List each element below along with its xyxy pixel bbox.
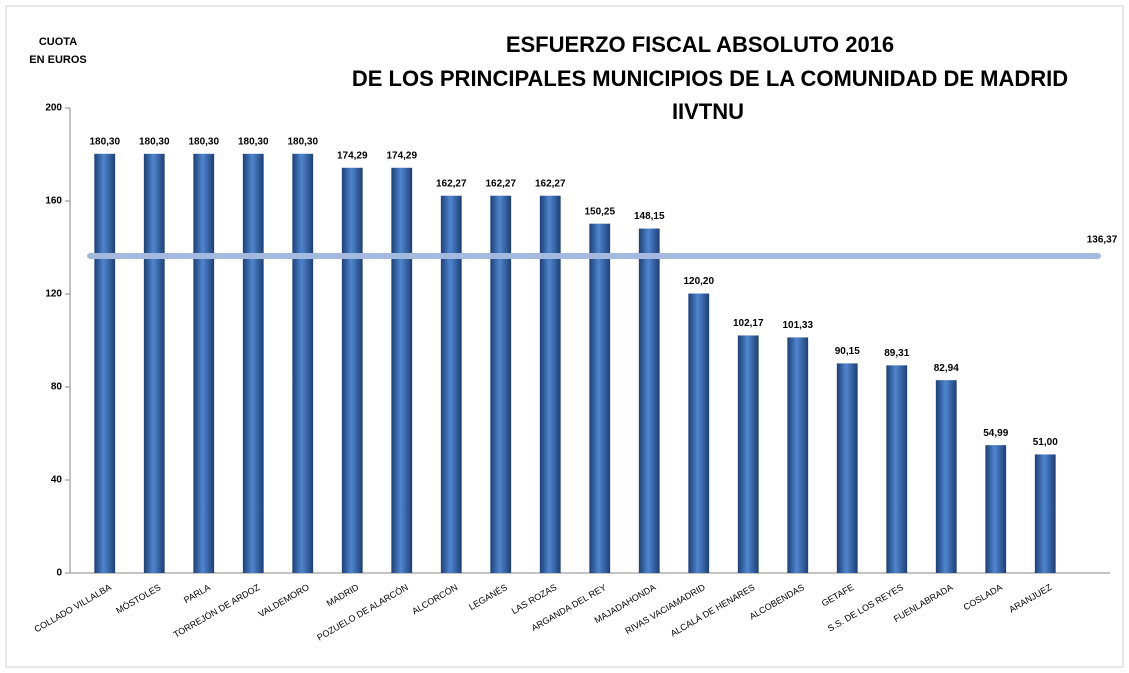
value-label: 54,99 (983, 428, 1008, 439)
value-label: 89,31 (884, 348, 909, 359)
bar (341, 167, 363, 573)
x-tick-label: PARLA (182, 582, 212, 605)
value-label: 162,27 (535, 178, 566, 189)
bar (638, 228, 660, 573)
chart-title: IIVTNU (672, 99, 744, 124)
bar (143, 153, 165, 574)
bar (193, 153, 215, 574)
x-tick-label: MADRID (325, 582, 361, 609)
value-label: 180,30 (238, 136, 269, 147)
x-tick-label: POZUELO DE ALARCÓN (315, 582, 410, 642)
bar (292, 153, 314, 574)
average-label: 136,37 (1087, 235, 1118, 246)
bar (94, 153, 116, 574)
bar (1034, 454, 1056, 573)
value-label: 174,29 (337, 150, 368, 161)
x-tick-label: VALDEMORO (257, 582, 311, 619)
x-tick-label: COLLADO VILLALBA (33, 582, 113, 634)
bar (688, 293, 710, 573)
x-tick-label: ALCALÁ DE HENARES (669, 582, 757, 638)
value-label: 101,33 (782, 320, 813, 331)
bar (391, 167, 413, 573)
value-label: 51,00 (1033, 437, 1058, 448)
value-label: 150,25 (584, 206, 615, 217)
y-tick-label: 0 (56, 568, 62, 579)
bar (886, 365, 908, 573)
bar (539, 195, 561, 574)
bar (242, 153, 264, 574)
y-tick-label: 160 (45, 196, 62, 207)
value-label: 90,15 (835, 346, 860, 357)
bar (985, 445, 1007, 573)
x-tick-label: ALCORCÓN (410, 582, 459, 616)
value-label: 102,17 (733, 318, 764, 329)
chart-title: DE LOS PRINCIPALES MUNICIPIOS DE LA COMU… (352, 66, 1068, 91)
bar (490, 195, 512, 574)
x-tick-label: TORREJÓN DE ARDOZ (172, 582, 262, 640)
bar (935, 380, 957, 573)
value-label: 180,30 (139, 136, 170, 147)
y-axis-label: CUOTA (39, 36, 77, 48)
bar (440, 195, 462, 574)
x-tick-label: COSLADA (962, 582, 1004, 612)
value-label: 180,30 (89, 136, 120, 147)
value-label: 162,27 (436, 178, 467, 189)
x-tick-label: GETAFE (820, 582, 856, 608)
x-tick-label: MÓSTOLES (114, 582, 162, 616)
value-label: 162,27 (485, 178, 516, 189)
bar (589, 223, 611, 573)
chart-border (5, 5, 1124, 668)
value-label: 180,30 (287, 136, 318, 147)
y-tick-label: 200 (45, 103, 62, 114)
bar (737, 335, 759, 573)
bar (836, 363, 858, 573)
x-tick-label: ARANJUEZ (1007, 582, 1054, 615)
x-tick-label: RIVAS VACIAMADRID (623, 582, 707, 636)
y-tick-label: 120 (45, 289, 62, 300)
value-label: 180,30 (188, 136, 219, 147)
value-label: 82,94 (934, 363, 959, 374)
chart-title: ESFUERZO FISCAL ABSOLUTO 2016 (506, 32, 894, 57)
x-tick-label: LEGANÉS (467, 582, 509, 612)
value-label: 148,15 (634, 211, 665, 222)
value-label: 120,20 (683, 276, 714, 287)
y-tick-label: 40 (51, 475, 63, 486)
y-tick-label: 80 (51, 382, 63, 393)
bar (787, 337, 809, 573)
value-label: 174,29 (386, 150, 417, 161)
x-tick-label: ALCOBENDAS (748, 582, 806, 621)
y-axis-label: EN EUROS (29, 54, 86, 66)
